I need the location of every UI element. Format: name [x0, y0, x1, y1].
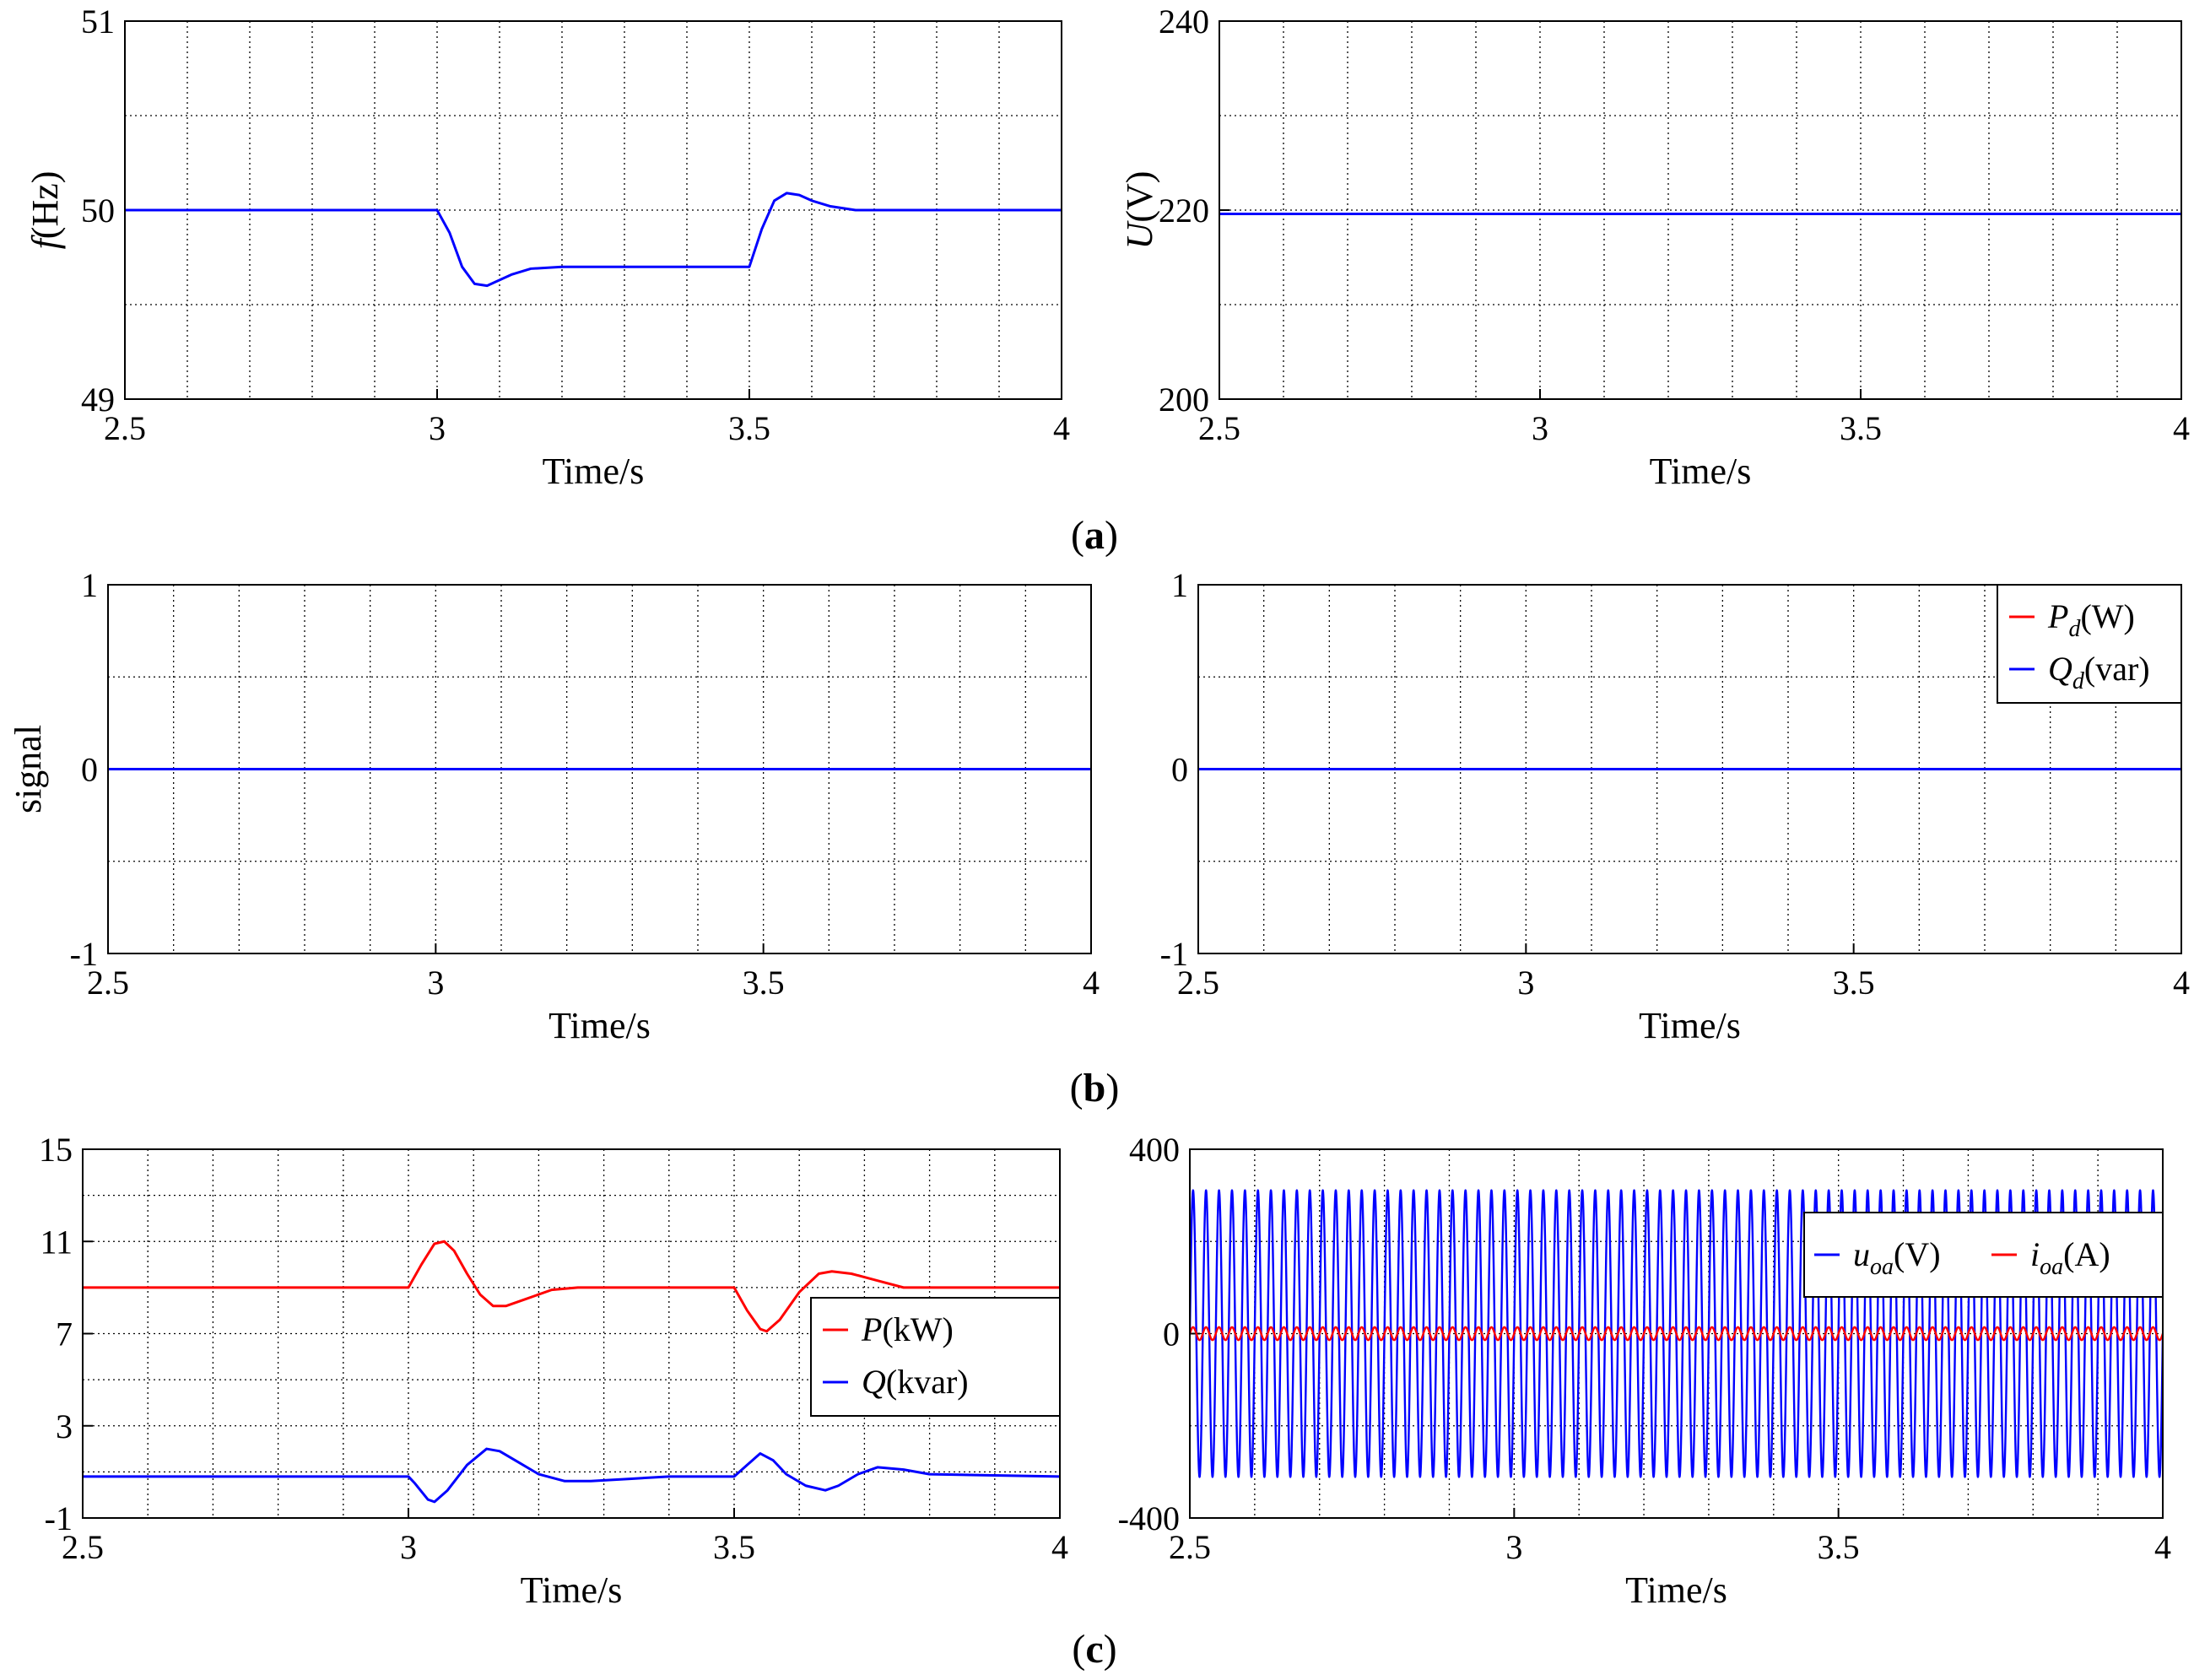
x-axis-label: Time/s	[521, 1569, 623, 1611]
y-tick-label: 1	[1171, 566, 1188, 604]
plot-frame	[1219, 20, 2182, 400]
x-tick-label: 3	[400, 1528, 417, 1566]
y-tick-label: 1	[81, 566, 98, 604]
y-tick-label: 7	[56, 1315, 73, 1353]
x-tick-label: 2.5	[87, 964, 129, 1002]
y-tick-label: 49	[81, 381, 115, 419]
panel-b-left: 2.5 3 3.5 4 -1 0 1 Time/s signal	[8, 566, 1100, 1046]
plot-frame	[124, 20, 1062, 400]
y-tick-label: 3	[56, 1407, 73, 1445]
legend-box	[810, 1297, 1061, 1417]
series-line-ioa	[1190, 1326, 2163, 1342]
y-tick-label: 11	[40, 1223, 73, 1261]
x-tick-label: 3	[1517, 964, 1534, 1002]
x-tick-label: 3.5	[728, 409, 770, 447]
panel-a-left: 2.5 3 3.5 4 49 50 51 Time/s f(Hz)	[24, 3, 1070, 492]
x-tick-label: 4	[2173, 964, 2190, 1002]
legend-label-P: P(kW)	[861, 1310, 954, 1348]
y-tick-label: -1	[45, 1499, 73, 1537]
legend-label-Pd: Pd(W)	[2047, 597, 2135, 642]
x-axis-label: Time/s	[1625, 1569, 1727, 1611]
y-tick-label: -1	[1160, 935, 1188, 973]
y-tick-label: 0	[1163, 1315, 1180, 1353]
x-tick-label: 3.5	[1818, 1528, 1860, 1566]
legend: Pd(W) Qd(var)	[1997, 584, 2182, 704]
legend-box	[1997, 584, 2182, 704]
x-tick-label: 3.5	[743, 964, 785, 1002]
y-axis-label: U(V)	[1119, 171, 1160, 250]
x-tick-label: 3.5	[1840, 409, 1882, 447]
panel-a-right: 2.5 3 3.5 4 200 220 240 Time/s U(V)	[1119, 3, 2190, 492]
y-tick-label: 15	[39, 1131, 73, 1169]
series-line-P	[83, 1240, 1060, 1333]
y-tick-label: 51	[81, 3, 115, 41]
y-tick-label: 400	[1129, 1131, 1180, 1169]
legend: P(kW) Q(kvar)	[810, 1297, 1061, 1417]
x-tick-label: 2.5	[1169, 1528, 1211, 1566]
x-tick-label: 3	[427, 964, 444, 1002]
x-axis-label: Time/s	[1650, 451, 1752, 492]
y-axis-label: f(Hz)	[24, 171, 66, 250]
x-tick-label: 3.5	[713, 1528, 755, 1566]
x-tick-label: 4	[1051, 1528, 1068, 1566]
x-tick-label: 2.5	[62, 1528, 104, 1566]
y-tick-label: 240	[1159, 3, 1209, 41]
panel-b-right: 2.5 3 3.5 4 -1 0 1 Time/s Pd(W) Qd(var)	[1160, 566, 2190, 1046]
x-tick-label: 4	[1053, 409, 1070, 447]
y-tick-label: -1	[70, 935, 98, 973]
x-axis-label: Time/s	[1639, 1005, 1741, 1046]
y-axis-label: signal	[8, 725, 49, 813]
x-tick-label: 2.5	[104, 409, 146, 447]
series-line-f	[125, 192, 1062, 288]
plot-frame	[1189, 1148, 2164, 1519]
x-axis-label: Time/s	[543, 451, 645, 492]
y-tick-label: 0	[1171, 751, 1188, 789]
legend-label-uoa: uoa(V)	[1853, 1235, 1941, 1280]
series-line-Q	[83, 1447, 1060, 1504]
x-tick-label: 4	[2173, 409, 2190, 447]
legend-label-ioa: ioa(A)	[2030, 1235, 2110, 1280]
caption-b: (b)	[1070, 1066, 1120, 1110]
legend-label-Qd: Qd(var)	[2048, 650, 2150, 694]
plot-frame	[1197, 584, 2182, 954]
x-tick-label: 3	[429, 409, 446, 447]
x-tick-label: 4	[1083, 964, 1100, 1002]
x-tick-label: 3	[1532, 409, 1548, 447]
y-tick-label: -400	[1118, 1499, 1180, 1537]
caption-a: (a)	[1071, 513, 1118, 558]
legend-box	[1803, 1212, 2164, 1298]
x-tick-label: 2.5	[1198, 409, 1240, 447]
y-tick-label: 0	[81, 751, 98, 789]
x-axis-label: Time/s	[548, 1005, 651, 1046]
plot-frame	[107, 584, 1092, 954]
legend-label-Q: Q(kvar)	[862, 1363, 969, 1401]
x-tick-label: 3.5	[1833, 964, 1875, 1002]
y-tick-label: 200	[1159, 381, 1209, 419]
panel-c-left: 2.5 3 3.5 4 -1 3 7 11 15 Time/s P(kW) Q(kvar)	[39, 1131, 1068, 1611]
panel-c-right: 2.5 3 3.5 4 -400 0 400 Time/s uoa(V) ioa(A)	[1118, 1131, 2171, 1611]
caption-c: (c)	[1072, 1627, 1116, 1672]
y-tick-label: 50	[81, 192, 115, 230]
x-tick-label: 4	[2154, 1528, 2171, 1566]
x-tick-label: 2.5	[1177, 964, 1219, 1002]
legend: uoa(V) ioa(A)	[1803, 1212, 2164, 1298]
x-tick-label: 3	[1505, 1528, 1522, 1566]
y-tick-label: 220	[1159, 192, 1209, 230]
